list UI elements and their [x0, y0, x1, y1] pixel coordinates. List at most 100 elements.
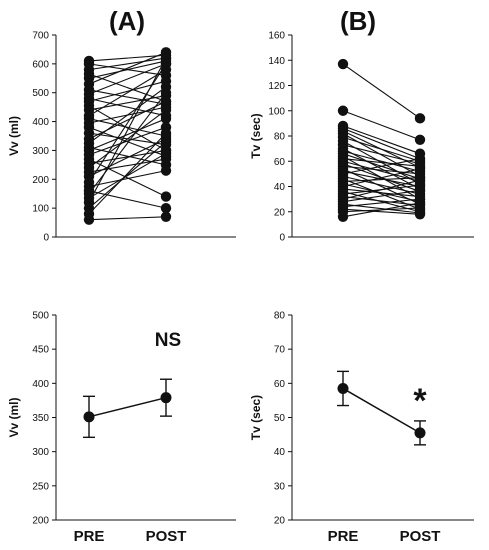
- post-point: [160, 52, 172, 64]
- significance-star: *: [413, 382, 427, 420]
- panel-b-title: (B): [340, 6, 376, 36]
- y-axis-label: Vv (ml): [7, 397, 21, 437]
- post-point: [414, 185, 426, 196]
- subject-line: [342, 168, 421, 188]
- pre-point: [337, 105, 349, 116]
- subject-line: [342, 202, 421, 218]
- subject-line: [342, 127, 421, 160]
- y-tick-label: 500: [32, 88, 49, 99]
- y-tick-label: 30: [274, 481, 286, 492]
- subject-line: [88, 51, 167, 85]
- subject-line: [88, 118, 167, 137]
- mean-line: [88, 396, 167, 418]
- panel-a-title: (A): [109, 6, 145, 36]
- y-tick-label: 60: [274, 379, 286, 390]
- y-tick-label: 500: [32, 311, 49, 322]
- subject-line: [342, 175, 421, 195]
- x-category-label: PRE: [328, 528, 359, 545]
- y-tick-label: 140: [268, 56, 285, 67]
- subject-line: [88, 109, 167, 169]
- subject-line: [88, 158, 167, 198]
- subject-line: [88, 69, 167, 117]
- subject-line: [88, 57, 167, 71]
- subject-line: [88, 126, 167, 156]
- y-tick-label: 250: [32, 481, 49, 492]
- y-tick-label: 80: [274, 132, 286, 143]
- subject-line: [88, 80, 167, 102]
- subject-line: [342, 179, 421, 200]
- subject-line: [88, 97, 167, 117]
- post-point: [160, 113, 172, 124]
- post-point: [160, 96, 172, 107]
- post-point: [160, 202, 172, 214]
- mean-point: [414, 427, 426, 439]
- y-tick-label: 0: [43, 233, 49, 244]
- post-point: [414, 163, 426, 175]
- y-axis-label: Tv (sec): [249, 395, 263, 440]
- subject-line: [342, 125, 421, 155]
- subject-line: [342, 132, 421, 177]
- pre-point: [337, 58, 349, 70]
- post-point: [160, 165, 172, 176]
- panel-tv-means: * 20 30 40 50 60 70 80 Tv (sec) PRE POST: [249, 311, 474, 545]
- y-tick-label: 160: [268, 31, 285, 42]
- y-tick-label: 20: [274, 207, 286, 218]
- subject-line: [88, 170, 167, 188]
- y-tick-label: 300: [32, 146, 49, 157]
- subject-line: [342, 189, 421, 203]
- y-tick-label: 40: [274, 447, 286, 458]
- subject-line: [88, 141, 167, 209]
- post-point: [414, 113, 426, 124]
- subject-line: [342, 158, 421, 167]
- y-axis-label: Tv (sec): [249, 113, 263, 158]
- y-tick-label: 350: [32, 413, 49, 424]
- subject-line: [342, 198, 421, 208]
- subject-line: [88, 63, 167, 183]
- y-tick-label: 80: [274, 311, 286, 322]
- subject-line: [88, 57, 167, 203]
- subject-line: [342, 196, 421, 206]
- y-tick-label: 60: [274, 157, 286, 168]
- subject-line: [88, 138, 167, 177]
- y-tick-label: 600: [32, 59, 49, 70]
- y-tick-label: 300: [32, 447, 49, 458]
- subject-line: [88, 54, 167, 62]
- y-tick-label: 400: [32, 379, 49, 390]
- post-point: [414, 197, 426, 209]
- subject-line: [88, 118, 167, 151]
- subject-line: [88, 60, 167, 79]
- y-tick-label: 100: [268, 106, 285, 117]
- panel-b-tv-paired: (B) 0 20 40 60 80 100 120 140 160 Tv (sec): [249, 6, 474, 244]
- x-category-label: PRE: [74, 528, 105, 545]
- y-tick-label: 0: [279, 233, 285, 244]
- subject-line: [88, 86, 167, 144]
- x-category-label: POST: [400, 528, 441, 545]
- y-tick-label: 100: [32, 204, 49, 215]
- subject-line: [342, 150, 421, 172]
- pre-point: [83, 214, 95, 225]
- subject-line: [88, 190, 167, 209]
- subject-line: [88, 216, 167, 221]
- subject-line: [342, 144, 421, 165]
- post-point: [160, 127, 172, 139]
- post-point: [160, 104, 172, 116]
- subject-line: [342, 110, 421, 141]
- subject-line: [342, 170, 421, 188]
- mean-point: [337, 382, 349, 394]
- post-point: [414, 134, 426, 145]
- panel-a-vv-paired: (A) 0 100 200 300 400 500 600 700 Vv (ml): [7, 6, 236, 244]
- y-tick-label: 20: [274, 516, 286, 527]
- subject-line: [342, 148, 421, 190]
- subject-line: [88, 132, 167, 215]
- mean-line: [342, 387, 421, 434]
- post-point: [160, 87, 172, 98]
- subject-line: [88, 63, 167, 95]
- post-point: [160, 136, 172, 147]
- y-axis-label: Vv (ml): [7, 116, 21, 156]
- y-tick-label: 700: [32, 31, 49, 42]
- subject-line: [342, 188, 421, 198]
- post-point: [414, 174, 426, 186]
- mean-point: [83, 411, 95, 423]
- subject-line: [342, 158, 421, 175]
